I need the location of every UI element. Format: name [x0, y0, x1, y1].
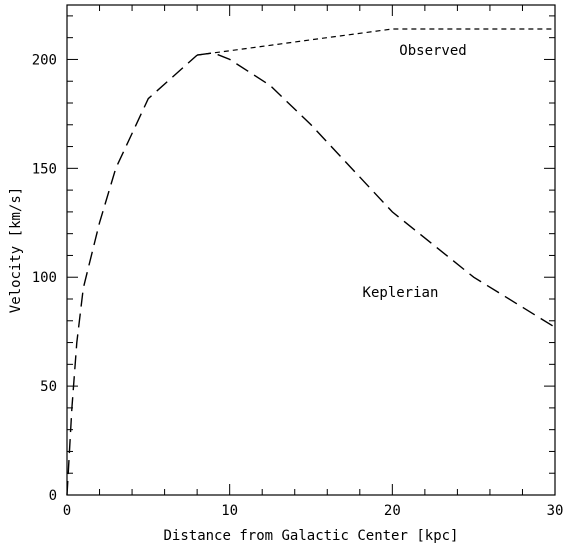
y-tick-label: 50: [40, 379, 57, 395]
x-axis-ticks: 0 10 20 30: [63, 5, 564, 519]
x-tick-label: 0: [63, 503, 71, 519]
x-tick-label: 30: [547, 503, 564, 519]
series-line-rising: [66, 54, 198, 496]
y-axis-ticks: 0 50 100 150 200: [32, 15, 555, 504]
x-tick-label: 20: [384, 503, 401, 519]
y-tick-label: 0: [49, 488, 57, 504]
annotation-layer: Observed Keplerian: [363, 43, 467, 301]
x-axis-label: Distance from Galactic Center [kpc]: [163, 528, 458, 544]
x-tick-label: 10: [221, 503, 238, 519]
series-line-keplerian: [197, 52, 556, 328]
plot-frame: [66, 4, 556, 496]
annotation-observed: Observed: [399, 43, 466, 59]
y-tick-label: 100: [32, 270, 57, 286]
series-layer: [66, 28, 556, 496]
series-line-observed: [197, 28, 555, 56]
y-tick-label: 200: [32, 52, 57, 68]
y-tick-label: 150: [32, 161, 57, 177]
annotation-keplerian: Keplerian: [363, 285, 439, 301]
y-axis-label: Velocity [km/s]: [8, 187, 24, 313]
